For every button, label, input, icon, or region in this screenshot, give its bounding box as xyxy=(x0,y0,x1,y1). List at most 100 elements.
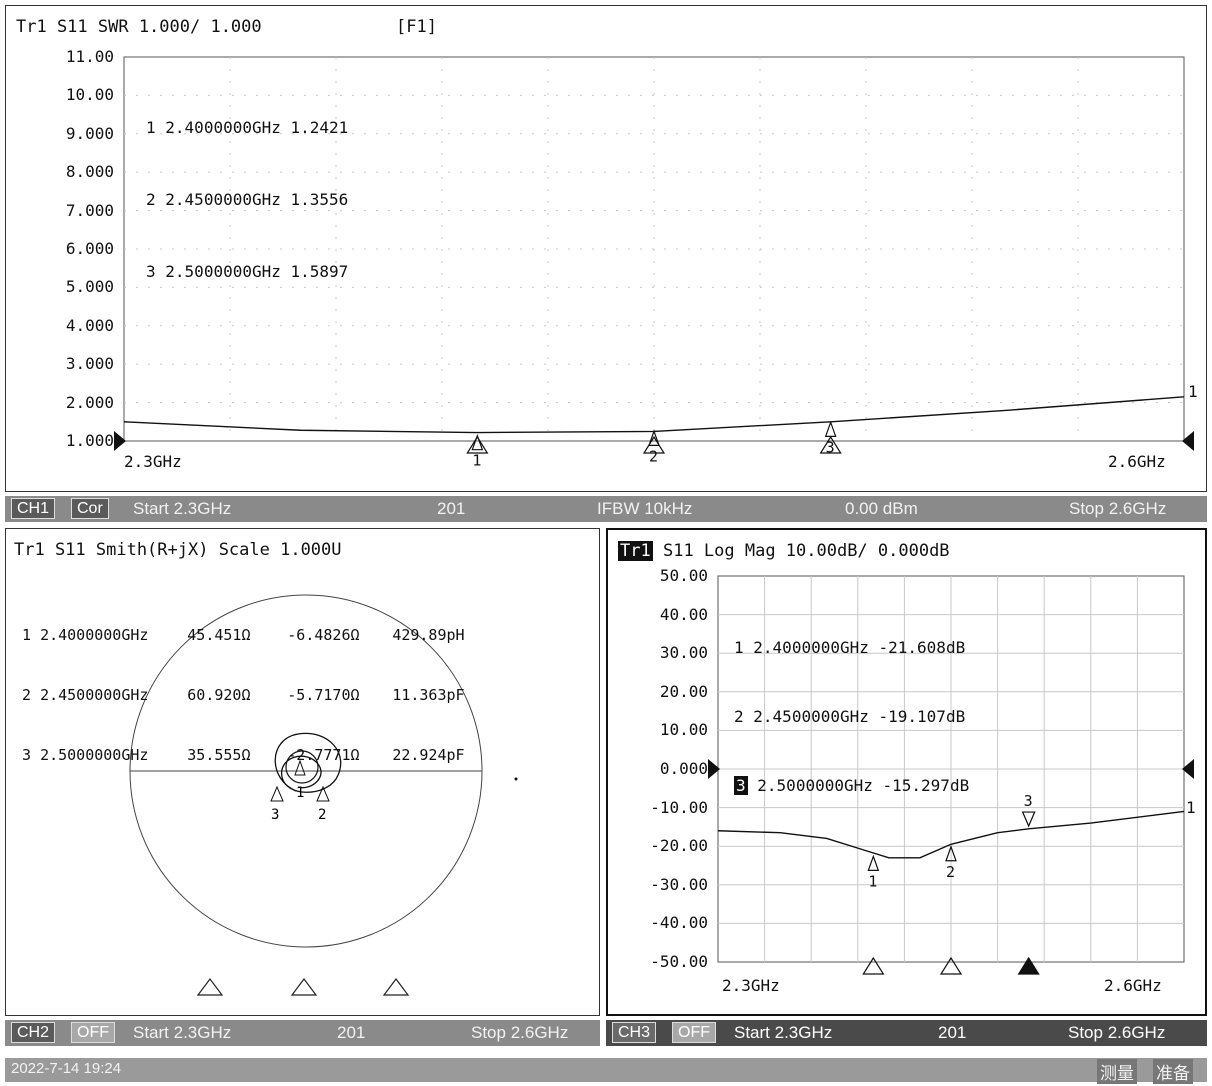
ch2-points[interactable]: 201 xyxy=(337,1023,366,1042)
y-tick-label: 40.00 xyxy=(659,604,708,624)
marker-resistance: 35.555Ω xyxy=(187,746,251,764)
ch1-stop-freq[interactable]: Stop 2.6GHz xyxy=(1069,499,1167,518)
trace-line xyxy=(717,810,1185,859)
ch1-function-key[interactable]: [F1] xyxy=(396,17,437,37)
marker-number: 3 xyxy=(146,262,156,281)
ch3-start-freq[interactable]: Start 2.3GHz xyxy=(734,1023,833,1042)
ch2-off-tag[interactable]: OFF xyxy=(71,1022,115,1043)
marker-number: 3 xyxy=(22,746,32,764)
marker-component: 22.924pF xyxy=(392,746,465,764)
ch1-marker-row: 1 2.4000000GHz 1.2421 xyxy=(146,116,348,140)
y-tick-label: 20.00 xyxy=(659,681,708,701)
axis-marker-3 xyxy=(1017,956,1040,975)
ch1-start-freq[interactable]: Start 2.3GHz xyxy=(133,499,232,518)
y-tick-label: 7.000 xyxy=(65,200,114,220)
ch3-trace-header: Tr1 S11 Log Mag 10.00dB/ 0.000dB xyxy=(618,541,950,561)
ch1-x-stop-label: 2.6GHz xyxy=(1108,452,1166,471)
y-tick-label: -50.00 xyxy=(650,952,708,971)
ch3-panel[interactable]: Tr1 S11 Log Mag 10.00dB/ 0.000dB 50.00 40… xyxy=(606,528,1207,1016)
trace-marker-label-3: 3 xyxy=(1024,792,1033,810)
ch3-marker-row: 3 2.5000000GHz -15.297dB xyxy=(734,774,969,797)
marker-component: 429.89pH xyxy=(392,626,465,644)
y-tick-label: -40.00 xyxy=(650,913,708,933)
ch3-stop-freq[interactable]: Stop 2.6GHz xyxy=(1068,1023,1166,1042)
ch1-correction-tag[interactable]: Cor xyxy=(71,498,109,519)
ch3-trace-tag[interactable]: Tr1 xyxy=(618,541,653,561)
ch3-plot[interactable]: 1 2 3 xyxy=(608,530,1205,1014)
marker-resistance: 45.451Ω xyxy=(187,626,251,644)
marker-number: 1 xyxy=(22,626,32,644)
ch3-channel-tag[interactable]: CH3 xyxy=(612,1022,657,1043)
trace-marker-label-2: 2 xyxy=(649,447,658,465)
trace-marker-2 xyxy=(945,844,957,862)
marker-reactance: -2.7771Ω xyxy=(287,746,360,764)
ch1-power[interactable]: 0.00 dBm xyxy=(845,499,918,518)
ch3-status-bar: CH3 OFF Start 2.3GHz 201 Stop 2.6GHz xyxy=(606,1020,1207,1046)
marker-number: 1 xyxy=(734,638,744,657)
y-tick-label: 11.00 xyxy=(65,47,114,66)
ch3-marker-row: 1 2.4000000GHz -21.608dB xyxy=(734,636,969,659)
ch1-status-bar: CH1 Cor Start 2.3GHz 201 IFBW 10kHz 0.00… xyxy=(5,496,1207,522)
smith-marker-label-2: 2 xyxy=(318,807,326,823)
y-tick-label: 4.000 xyxy=(65,315,114,335)
ch1-x-start-label: 2.3GHz xyxy=(124,452,182,471)
ch2-marker-tri-1 xyxy=(196,978,224,996)
ch1-ifbw[interactable]: IFBW 10kHz xyxy=(597,499,693,518)
ch2-smith-chart[interactable]: 1 2 3 xyxy=(6,529,600,1016)
trace-marker-label-2: 2 xyxy=(946,863,955,881)
trace-marker-1 xyxy=(471,433,484,451)
ch2-stop-freq[interactable]: Stop 2.6GHz xyxy=(471,1023,569,1042)
y-tick-label: 1.000 xyxy=(65,431,114,450)
ch3-trace-format: S11 Log Mag 10.00dB/ 0.000dB xyxy=(662,541,950,561)
ch1-marker-list: 1 2.4000000GHz 1.2421 2 2.4500000GHz 1.3… xyxy=(146,68,348,332)
y-tick-label: 9.000 xyxy=(65,123,114,143)
ch1-trace-end-label: 1 xyxy=(1188,382,1198,401)
ch2-trace-header: Tr1 S11 Smith(R+jX) Scale 1.000U xyxy=(14,540,342,560)
trace-marker-2 xyxy=(648,429,660,446)
ch1-channel-tag[interactable]: CH1 xyxy=(11,498,56,519)
marker-value: 2.4500000GHz -19.107dB xyxy=(753,707,966,726)
ch1-panel[interactable]: Tr1 S11 SWR 1.000/ 1.000 [F1] 11.00 10.00… xyxy=(5,5,1207,492)
ch2-marker-row: 3 2.5000000GHz 35.555Ω -2.7771Ω 22.924pF xyxy=(22,745,465,765)
ref-arrow-right-icon xyxy=(1182,759,1194,779)
axis-marker-3 xyxy=(819,435,842,454)
marker-value: 2.4000000GHz -21.608dB xyxy=(753,638,966,657)
trace-marker-label-3: 3 xyxy=(826,438,835,456)
marker-freq: 2.4000000GHz xyxy=(40,626,149,644)
ch2-marker-tri-3 xyxy=(382,978,410,996)
y-tick-label: 30.00 xyxy=(659,643,708,663)
ch3-x-stop-label: 2.6GHz xyxy=(1104,976,1162,995)
ch3-off-tag[interactable]: OFF xyxy=(672,1022,716,1043)
trace-marker-3 xyxy=(824,420,837,437)
marker-number: 2 xyxy=(22,686,32,704)
ch2-channel-tag[interactable]: CH2 xyxy=(11,1022,56,1043)
ch1-points[interactable]: 201 xyxy=(437,499,466,518)
ch1-plot[interactable]: 1 2 3 xyxy=(6,6,1207,492)
ch1-trace-header: Tr1 S11 SWR 1.000/ 1.000 xyxy=(16,17,262,37)
marker-value: 2.4500000GHz 1.3556 xyxy=(165,190,349,209)
ref-arrow-left-icon xyxy=(114,431,126,451)
smith-dot xyxy=(514,777,518,781)
ch2-marker-tri-2 xyxy=(290,978,318,996)
footer-bar: 2022-7-14 19:24 测量 准备 xyxy=(5,1058,1207,1084)
ch2-panel[interactable]: Tr1 S11 Smith(R+jX) Scale 1.000U 1 2 3 1… xyxy=(5,528,600,1016)
marker-component: 11.363pF xyxy=(392,686,465,704)
smith-marker-label-3: 3 xyxy=(271,807,279,823)
ch3-points[interactable]: 201 xyxy=(938,1023,967,1042)
y-tick-label: 0.000 xyxy=(659,759,708,778)
footer-datetime: 2022-7-14 19:24 xyxy=(11,1060,122,1077)
trace-marker-1 xyxy=(867,854,880,872)
ch1-marker-row: 3 2.5000000GHz 1.5897 xyxy=(146,260,348,284)
ch2-start-freq[interactable]: Start 2.3GHz xyxy=(133,1023,232,1042)
y-tick-label: 10.00 xyxy=(65,85,114,105)
smith-marker-2 xyxy=(316,785,330,802)
axis-marker-2 xyxy=(939,956,963,975)
footer-measure-status: 测量 xyxy=(1097,1059,1137,1084)
y-tick-label: -10.00 xyxy=(650,797,708,817)
marker-value: 2.4000000GHz 1.2421 xyxy=(165,118,349,137)
smith-marker-1 xyxy=(294,759,306,776)
y-tick-label: 6.000 xyxy=(65,239,114,258)
y-tick-label: 10.00 xyxy=(659,720,708,740)
ch2-status-bar: CH2 OFF Start 2.3GHz 201 Stop 2.6GHz xyxy=(5,1020,600,1046)
ref-arrow-left-icon xyxy=(708,759,720,779)
